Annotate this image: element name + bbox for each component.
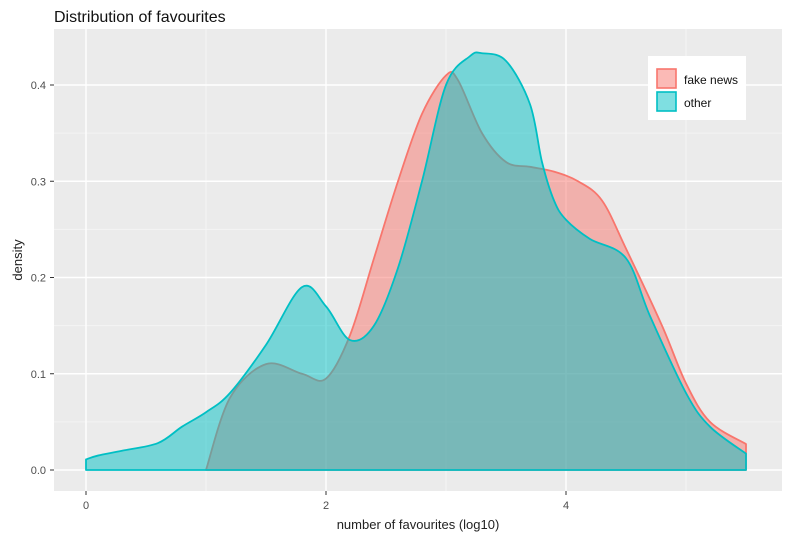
y-axis-ticks: 0.0 0.1 0.2 0.3 0.4 [31,80,54,477]
y-tick-label: 0.2 [31,273,46,285]
x-axis-label: number of favourites (log10) [337,517,500,532]
x-axis-ticks: 0 2 4 [83,491,569,512]
legend-label-fake-news: fake news [684,73,738,87]
y-tick-label: 0.3 [31,176,46,188]
other-density-area [85,51,747,471]
x-tick-label: 4 [563,500,569,512]
y-tick-label: 0.0 [31,465,46,477]
legend-key-other [656,91,677,112]
legend-label-other: other [684,96,711,110]
density-areas [85,51,747,471]
y-axis-label: density [10,239,25,281]
x-tick-label: 0 [83,500,89,512]
legend-key-fake-news [656,68,677,89]
chart-title: Distribution of favourites [54,9,226,26]
y-tick-label: 0.1 [31,369,46,381]
legend: fake news other [648,56,746,120]
y-tick-label: 0.4 [31,80,46,92]
x-tick-label: 2 [323,500,329,512]
